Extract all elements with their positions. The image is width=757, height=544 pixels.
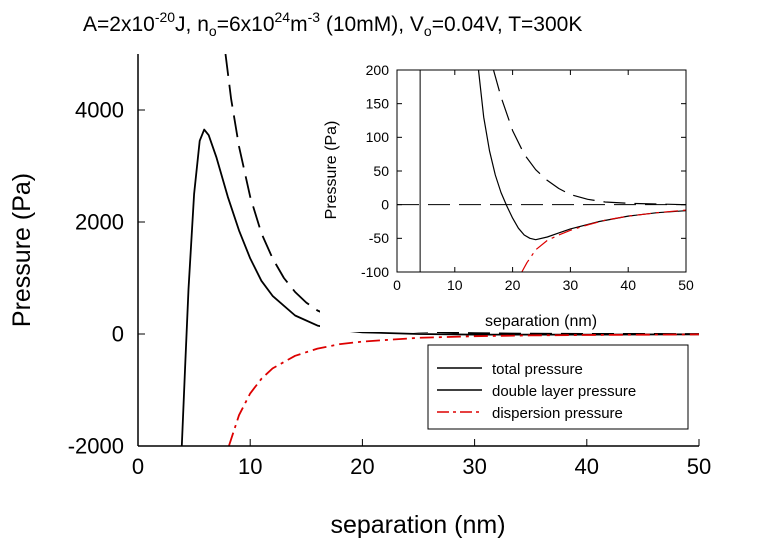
inset-y-axis-label: Pressure (Pa) — [323, 121, 340, 220]
main-x-tick-label: 10 — [238, 454, 262, 479]
main-plot-series — [180, 54, 699, 446]
inset-x-tick-label: 50 — [678, 277, 694, 293]
title-exponent: -20 — [155, 9, 175, 25]
main-x-tick-label: 20 — [350, 454, 374, 479]
legend-label-double-layer: double layer pressure — [492, 383, 636, 400]
main-x-tick-label: 40 — [575, 454, 599, 479]
legend-label-dispersion: dispersion pressure — [492, 405, 623, 422]
title-exponent: 24 — [275, 9, 291, 25]
main-x-tick-label: 50 — [687, 454, 711, 479]
chart-title: A=2x10-20J, no=6x1024m-3 (10mM), Vo=0.04… — [83, 9, 582, 39]
inset-x-tick-label: 20 — [505, 277, 521, 293]
main-y-axis-label: Pressure (Pa) — [8, 173, 36, 327]
main-y-tick-label: 2000 — [75, 210, 124, 235]
main-y-tick-label: -2000 — [68, 434, 124, 459]
main-x-tick-label: 30 — [462, 454, 486, 479]
main-series-line-0 — [180, 128, 699, 446]
inset-y-tick-label: 100 — [366, 129, 390, 145]
inset-x-tick-label: 10 — [447, 277, 463, 293]
inset-background — [320, 62, 696, 332]
inset-x-tick-label: 40 — [620, 277, 636, 293]
legend-label-total: total pressure — [492, 361, 583, 378]
main-x-tick-label: 0 — [132, 454, 144, 479]
main-x-axis-label: separation (nm) — [330, 511, 505, 539]
legend-box — [427, 344, 689, 430]
legend: total pressure double layer pressure dis… — [427, 344, 689, 430]
main-y-tick-label: 0 — [112, 322, 124, 347]
inset-series-line-1 — [492, 70, 686, 206]
inset-y-tick-label: -50 — [369, 230, 389, 246]
inset-plot-axes: 0 10 20 30 40 50 -100 -50 0 50 100 150 200 — [361, 62, 694, 293]
inset-y-tick-label: 200 — [366, 62, 390, 78]
inset-y-tick-label: 150 — [366, 96, 390, 112]
inset-y-tick-label: 50 — [373, 163, 389, 179]
inset-x-axis-label: separation (nm) — [485, 313, 597, 330]
main-y-tick-label: 4000 — [75, 98, 124, 123]
inset-series-line-2 — [521, 209, 686, 272]
inset-plot-series — [397, 70, 686, 272]
title-subscript: o — [209, 23, 217, 39]
title-subscript: o — [424, 23, 432, 39]
inset-x-tick-label: 0 — [393, 277, 401, 293]
title-exponent: -3 — [308, 9, 321, 25]
main-series-line-2 — [228, 333, 699, 446]
inset-y-tick-label: -100 — [361, 264, 389, 280]
inset-x-tick-label: 30 — [563, 277, 579, 293]
main-series-line-1 — [224, 54, 699, 335]
inset-y-tick-label: 0 — [381, 197, 389, 213]
